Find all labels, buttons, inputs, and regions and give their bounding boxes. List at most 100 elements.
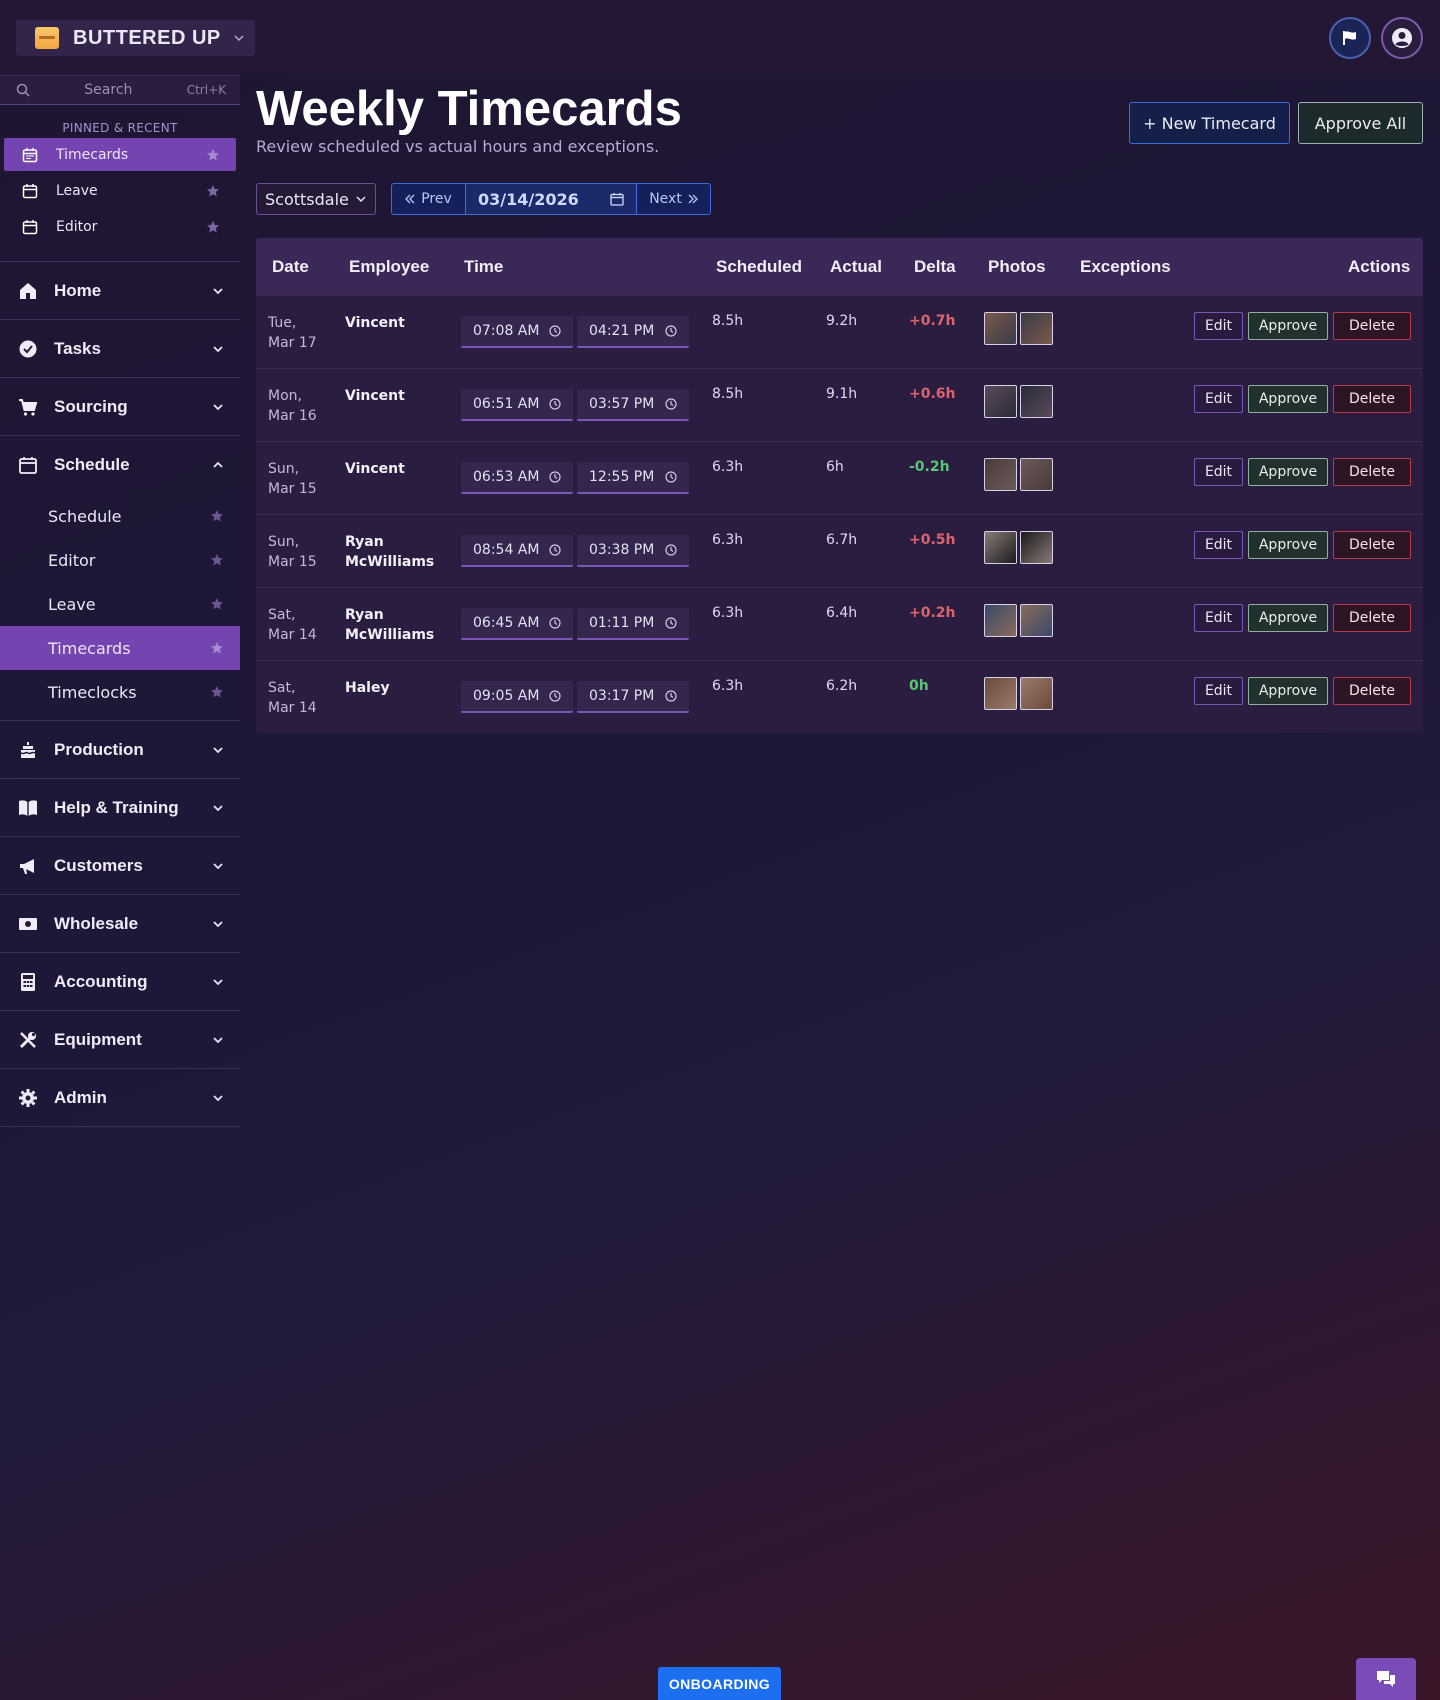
time-out-input[interactable]: 03:38 PM [577,535,689,567]
clock-out-photo[interactable] [1020,677,1053,710]
location-select[interactable]: Scottsdale [256,183,376,215]
clock-icon[interactable] [665,325,677,337]
clock-icon[interactable] [665,471,677,483]
week-date-input[interactable]: 03/14/2026 [466,184,636,214]
sidebar-item-editor[interactable]: Editor [0,538,240,582]
delete-button[interactable]: Delete [1333,604,1411,632]
sidebar-item-timecards[interactable]: Timecards [0,626,240,670]
time-in-input[interactable]: 09:05 AM [461,681,573,713]
row-day: Sat, [268,607,296,623]
row-delta: +0.2h [909,605,956,621]
clock-in-photo[interactable] [984,312,1017,345]
edit-button[interactable]: Edit [1194,458,1243,486]
nav-group-label: Wholesale [54,913,139,933]
delete-button[interactable]: Delete [1333,531,1411,559]
clock-icon[interactable] [665,544,677,556]
sidebar-item-leave[interactable]: Leave [0,582,240,626]
approve-button[interactable]: Approve [1248,604,1328,632]
user-menu-button[interactable] [1381,17,1423,59]
sidebar-item-schedule[interactable]: Schedule [0,494,240,538]
time-out-input[interactable]: 03:17 PM [577,681,689,713]
clock-icon[interactable] [549,690,561,702]
star-icon[interactable] [210,597,224,611]
time-in-input[interactable]: 06:53 AM [461,462,573,494]
clock-icon[interactable] [665,690,677,702]
nav-group-schedule[interactable]: Schedule [0,436,240,494]
star-icon[interactable] [206,148,220,162]
delete-button[interactable]: Delete [1333,677,1411,705]
clock-out-photo[interactable] [1020,312,1053,345]
nav-group-production[interactable]: Production [0,721,240,779]
clock-in-photo[interactable] [984,458,1017,491]
clock-icon[interactable] [549,325,561,337]
time-out-input[interactable]: 12:55 PM [577,462,689,494]
time-out-value: 04:21 PM [589,323,655,339]
calendar-icon[interactable] [610,192,624,206]
delete-button[interactable]: Delete [1333,312,1411,340]
clock-out-photo[interactable] [1020,531,1053,564]
clock-icon[interactable] [549,544,561,556]
clock-in-photo[interactable] [984,604,1017,637]
clock-out-photo[interactable] [1020,458,1053,491]
clock-in-photo[interactable] [984,531,1017,564]
prev-week-button[interactable]: Prev [392,184,466,214]
sidebar-item-label: Editor [48,550,96,570]
clock-out-photo[interactable] [1020,385,1053,418]
nav-group-accounting[interactable]: Accounting [0,953,240,1011]
clock-icon[interactable] [549,617,561,629]
edit-button[interactable]: Edit [1194,604,1243,632]
time-in-input[interactable]: 06:51 AM [461,389,573,421]
clock-icon[interactable] [665,398,677,410]
edit-button[interactable]: Edit [1194,385,1243,413]
sidebar-item-timeclocks[interactable]: Timeclocks [0,670,240,714]
star-icon[interactable] [206,220,220,234]
nav-group-home[interactable]: Home [0,262,240,320]
edit-button[interactable]: Edit [1194,531,1243,559]
nav-group-wholesale[interactable]: Wholesale [0,895,240,953]
edit-button[interactable]: Edit [1194,677,1243,705]
time-out-input[interactable]: 04:21 PM [577,316,689,348]
nav-group-admin[interactable]: Admin [0,1069,240,1127]
chat-button[interactable] [1356,1658,1416,1700]
search-input[interactable]: Search Ctrl+K [0,75,240,105]
time-in-input[interactable]: 08:54 AM [461,535,573,567]
approve-button[interactable]: Approve [1248,312,1328,340]
star-icon[interactable] [210,641,224,655]
clock-icon[interactable] [665,617,677,629]
nav-group-sourcing[interactable]: Sourcing [0,378,240,436]
time-in-input[interactable]: 06:45 AM [461,608,573,640]
brand-switcher[interactable]: BUTTERED UP [16,20,255,56]
approve-all-button[interactable]: Approve All [1298,102,1423,144]
nav-group-customers[interactable]: Customers [0,837,240,895]
delete-button[interactable]: Delete [1333,458,1411,486]
delete-button[interactable]: Delete [1333,385,1411,413]
new-timecard-button[interactable]: + New Timecard [1129,102,1290,144]
star-icon[interactable] [210,685,224,699]
time-in-input[interactable]: 07:08 AM [461,316,573,348]
flag-button[interactable] [1329,17,1371,59]
approve-button[interactable]: Approve [1248,531,1328,559]
clock-icon[interactable] [549,471,561,483]
star-icon[interactable] [210,553,224,567]
nav-group-tasks[interactable]: Tasks [0,320,240,378]
pinned-item-editor[interactable]: Editor [4,210,236,243]
next-week-button[interactable]: Next [636,184,710,214]
onboarding-button[interactable]: ONBOARDING [658,1667,781,1700]
nav-group-equipment[interactable]: Equipment [0,1011,240,1069]
time-out-input[interactable]: 01:11 PM [577,608,689,640]
clock-in-photo[interactable] [984,385,1017,418]
time-out-input[interactable]: 03:57 PM [577,389,689,421]
pinned-item-timecards[interactable]: Timecards [4,138,236,171]
clock-icon[interactable] [549,398,561,410]
timecards-table: Date Employee Time Scheduled Actual Delt… [256,238,1423,733]
clock-out-photo[interactable] [1020,604,1053,637]
clock-in-photo[interactable] [984,677,1017,710]
star-icon[interactable] [206,184,220,198]
approve-button[interactable]: Approve [1248,458,1328,486]
approve-button[interactable]: Approve [1248,385,1328,413]
star-icon[interactable] [210,509,224,523]
approve-button[interactable]: Approve [1248,677,1328,705]
nav-group-help-training[interactable]: Help & Training [0,779,240,837]
edit-button[interactable]: Edit [1194,312,1243,340]
pinned-item-leave[interactable]: Leave [4,174,236,207]
